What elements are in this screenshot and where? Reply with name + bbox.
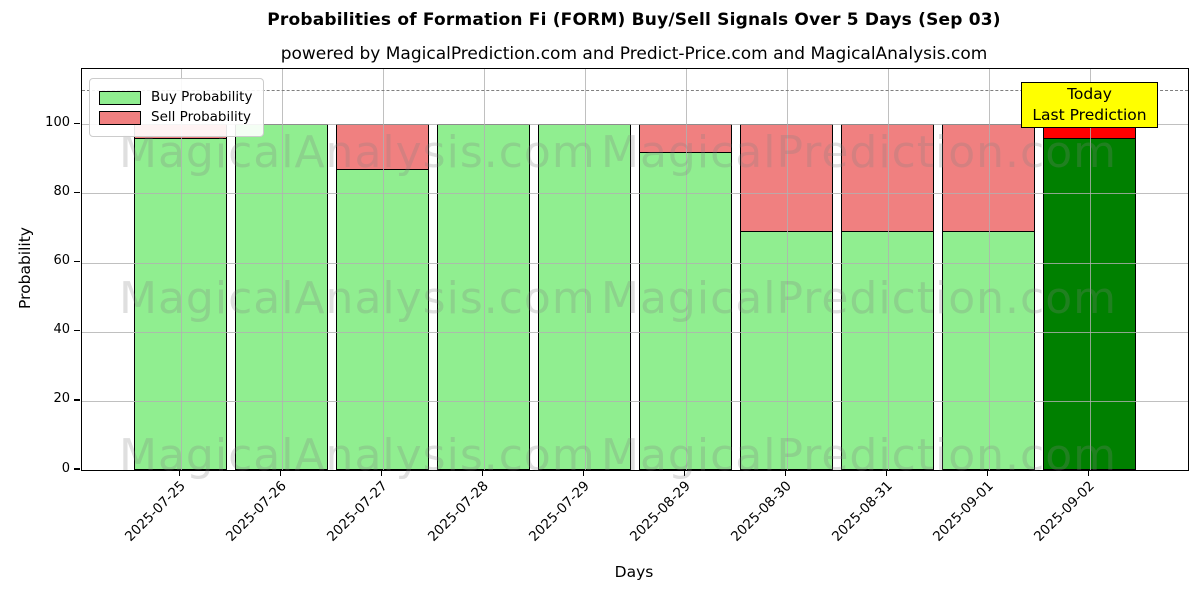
legend-swatch-buy — [99, 90, 141, 105]
y-axis-title: Probability — [16, 227, 34, 309]
watermark-prediction: MagicalPrediction.com — [601, 127, 1117, 178]
v-gridline — [180, 69, 182, 470]
legend: Buy Probability Sell Probability — [89, 78, 265, 137]
v-gridline — [988, 69, 990, 470]
bar-slot — [837, 69, 938, 470]
y-tick-label: 100 — [45, 114, 70, 130]
bars-track — [82, 69, 1188, 470]
x-tick-mark — [380, 470, 383, 477]
bar-slot — [433, 69, 534, 470]
x-tick-mark — [481, 470, 484, 477]
y-tick-mark — [74, 468, 80, 470]
legend-swatch-sell — [99, 110, 141, 125]
x-tick-mark — [986, 470, 989, 477]
y-tick-label: 20 — [53, 391, 70, 407]
bar-slot — [332, 69, 433, 470]
legend-label-buy: Buy Probability — [151, 89, 253, 105]
y-tick-mark — [74, 260, 80, 263]
y-tick-label: 0 — [61, 460, 70, 476]
legend-label-sell: Sell Probability — [151, 109, 252, 125]
y-tick-label: 80 — [53, 183, 70, 199]
h-gridline — [82, 331, 1188, 333]
v-gridline — [281, 69, 283, 470]
h-gridline — [82, 124, 1188, 126]
today-annotation-line2: Last Prediction — [1032, 106, 1147, 124]
y-tick-mark — [74, 399, 80, 401]
today-annotation-line1: Today — [1067, 85, 1112, 103]
v-gridline — [786, 69, 788, 470]
v-gridline — [584, 69, 586, 470]
watermark-analysis: MagicalAnalysis.com — [119, 430, 596, 481]
plot-area: MagicalAnalysis.com MagicalPrediction.com… — [81, 68, 1189, 481]
legend-entry-buy: Buy Probability — [99, 89, 252, 106]
y-tick-mark — [74, 191, 80, 194]
x-tick-mark — [178, 470, 181, 477]
y-tick-label: 60 — [53, 253, 70, 269]
y-tick-label: 40 — [53, 322, 70, 338]
h-gridline — [82, 193, 1188, 195]
bar-slot — [231, 69, 332, 470]
x-tick-mark — [1087, 470, 1090, 477]
h-gridline — [82, 262, 1188, 264]
y-tick-mark — [74, 122, 80, 124]
v-gridline — [887, 69, 889, 470]
v-gridline — [382, 69, 384, 470]
x-tick-mark — [683, 470, 686, 477]
bar-segment-buy — [639, 151, 732, 470]
x-tick-mark — [279, 470, 282, 477]
h-gridline — [82, 400, 1188, 402]
watermark-prediction: MagicalPrediction.com — [601, 430, 1117, 481]
v-gridline — [1089, 69, 1091, 470]
v-gridline — [483, 69, 485, 470]
watermark-prediction: MagicalPrediction.com — [601, 273, 1117, 324]
bar-segment-buy — [437, 124, 530, 470]
bar-slot — [534, 69, 635, 470]
chart-subtitle: powered by MagicalPrediction.com and Pre… — [280, 44, 988, 64]
bar-segment-buy — [841, 231, 934, 470]
y-tick-mark — [74, 330, 80, 332]
x-axis-title: Days — [614, 563, 654, 581]
bar-slot — [736, 69, 837, 470]
x-tick-mark — [885, 470, 888, 477]
bar-segment-buy — [336, 169, 429, 470]
x-tick-mark — [784, 470, 787, 477]
chart-title: Probabilities of Formation Fi (FORM) Buy… — [267, 10, 1001, 30]
threshold-dashed-line — [82, 89, 1188, 91]
bar-segment-buy — [538, 124, 631, 470]
today-annotation: Today Last Prediction — [1021, 82, 1158, 128]
bar-segment-sell — [841, 124, 934, 233]
bar-segment-buy — [235, 124, 328, 470]
bar-slot — [635, 69, 736, 470]
x-tick-mark — [582, 470, 585, 477]
watermark-analysis: MagicalAnalysis.com — [119, 273, 596, 324]
bar-segment-sell — [336, 124, 429, 171]
v-gridline — [685, 69, 687, 470]
legend-entry-sell: Sell Probability — [99, 109, 252, 126]
bar-segment-sell — [942, 124, 1035, 233]
bar-slot — [938, 69, 1039, 470]
bar-segment-buy — [942, 231, 1035, 470]
